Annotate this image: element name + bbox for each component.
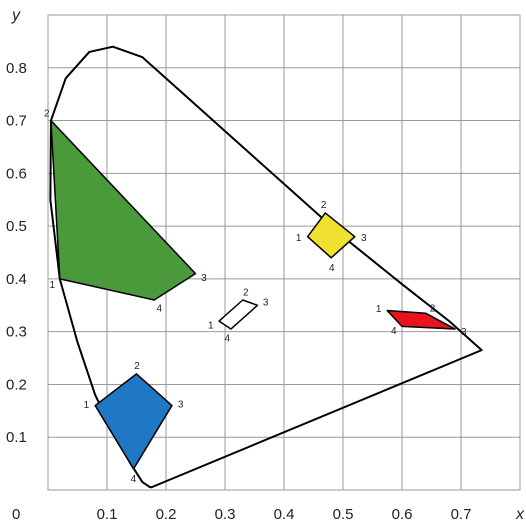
vertex-label: 2 — [134, 361, 140, 372]
x-axis-label: x — [515, 506, 525, 523]
x-tick-label: 0.7 — [451, 506, 472, 523]
y-tick-label: 0.4 — [6, 271, 27, 288]
x-tick-label: 0.4 — [274, 506, 295, 523]
x-tick-label: 0.2 — [156, 506, 177, 523]
x-tick-label: 0.1 — [97, 506, 118, 523]
x-tick-label: 0.3 — [215, 506, 236, 523]
region-3 — [218, 299, 259, 330]
y-tick-label: 0.6 — [6, 165, 27, 182]
vertex-label: 1 — [208, 320, 214, 331]
vertex-label: 4 — [131, 474, 137, 485]
vertex-label: 1 — [376, 304, 382, 315]
y-tick-label: 0.5 — [6, 218, 27, 235]
region-5 — [386, 309, 456, 330]
y-tick-label: 0.1 — [6, 429, 27, 446]
vertex-label: 2 — [243, 288, 249, 299]
vertex-label: 3 — [461, 327, 467, 338]
x-tick-label: 0.5 — [333, 506, 354, 523]
vertex-label: 3 — [178, 400, 184, 411]
vertex-label: 4 — [391, 326, 397, 337]
y-tick-label: 0.8 — [6, 60, 27, 77]
vertex-label: 1 — [84, 400, 90, 411]
y-tick-label: 0.3 — [6, 324, 27, 341]
y-tick-label: 0.2 — [6, 376, 27, 393]
vertex-label: 1 — [296, 233, 302, 244]
region-4 — [306, 212, 356, 259]
region-2 — [94, 373, 173, 470]
origin-label: 0 — [12, 506, 20, 523]
vertex-label: 4 — [329, 263, 335, 274]
vertex-label: 3 — [263, 298, 269, 309]
vertex-label: 4 — [225, 333, 231, 344]
vertex-label: 3 — [201, 273, 207, 284]
vertex-label: 2 — [321, 200, 327, 211]
vertex-label: 2 — [430, 304, 436, 315]
vertex-label: 3 — [361, 233, 367, 244]
vertex-label: 1 — [49, 280, 55, 291]
region-1 — [50, 119, 197, 301]
vertex-label: 2 — [44, 109, 50, 120]
vertex-label: 4 — [157, 303, 163, 314]
y-tick-label: 0.7 — [6, 113, 27, 130]
x-tick-label: 0.6 — [392, 506, 413, 523]
tick-labels: 0.1 0.2 0.3 0.4 0.5 0.6 0.7 0.1 0.2 0.3 0.4 0.5 0.6 0… — [6, 60, 471, 523]
y-axis-label: y — [11, 7, 21, 24]
